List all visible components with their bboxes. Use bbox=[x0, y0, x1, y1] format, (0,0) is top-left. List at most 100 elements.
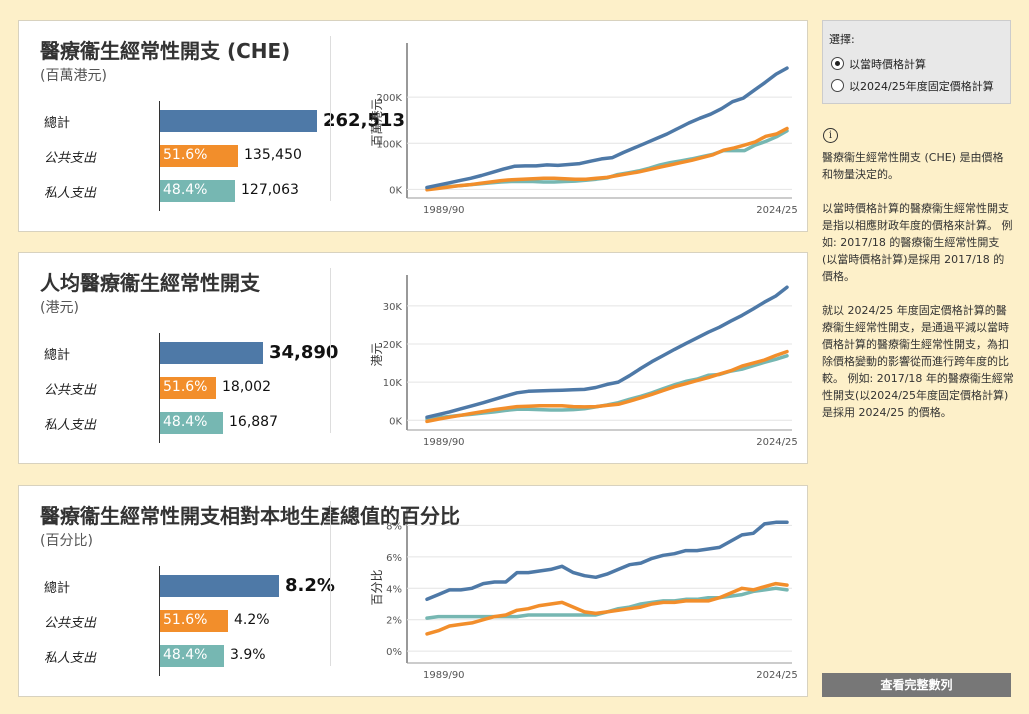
bar-row-public: 公共支出 51.6% 4.2% bbox=[39, 610, 339, 632]
panel-title: 醫療衞生經常性開支相對本地生產總值的百分比 bbox=[40, 504, 460, 528]
bar-row-public: 公共支出 51.6% 18,002 bbox=[39, 377, 339, 399]
divider bbox=[330, 36, 331, 201]
y-tick-label: 8% bbox=[386, 521, 402, 532]
info-icon: i bbox=[823, 128, 838, 143]
radio-selected-icon[interactable] bbox=[831, 57, 844, 70]
public-bar bbox=[160, 610, 228, 632]
y-tick-label: 6% bbox=[386, 553, 402, 564]
explanation-notes: 醫療衞生經常性開支 (CHE) 是由價格和物量決定的。 以當時價格計算的醫療衞生… bbox=[822, 149, 1014, 438]
public-value: 135,450 bbox=[244, 147, 302, 163]
total-value: 34,890 bbox=[269, 342, 339, 363]
private-value: 3.9% bbox=[230, 647, 266, 663]
private-percent: 48.4% bbox=[163, 647, 208, 663]
private-percent: 48.4% bbox=[163, 182, 208, 198]
y-tick-label: 100K bbox=[376, 139, 402, 150]
bar-axis-line bbox=[159, 566, 160, 676]
x-tick-last: 2024/25 bbox=[756, 670, 797, 681]
public-label: 公共支出 bbox=[44, 383, 97, 398]
series-line-public bbox=[425, 349, 789, 424]
y-tick-label: 4% bbox=[386, 584, 402, 595]
selector-label: 選擇: bbox=[829, 33, 855, 46]
y-tick-label: 10K bbox=[383, 378, 403, 389]
view-full-series-button[interactable]: 查看完整數列 bbox=[822, 673, 1011, 697]
x-tick-first: 1989/90 bbox=[423, 437, 465, 448]
private-value: 16,887 bbox=[229, 414, 278, 430]
series-line-public bbox=[425, 126, 789, 192]
line-chart: 0K 10K 20K 30K 港元 1989/90 2024/25 bbox=[370, 275, 797, 448]
total-label: 總計 bbox=[44, 116, 71, 131]
y-tick-label: 0K bbox=[389, 416, 402, 427]
summary-bars: 總計 34,890 公共支出 51.6% 18,002 私人支出 48.4% 16,887 bbox=[39, 333, 339, 443]
line-chart: 0% 2% 4% 6% 8% 百分比 1989/90 2024/25 bbox=[370, 508, 797, 681]
total-value: 262,513 bbox=[323, 110, 405, 131]
series-line-total bbox=[425, 520, 789, 602]
total-label: 總計 bbox=[44, 348, 71, 363]
public-percent: 51.6% bbox=[163, 147, 208, 163]
private-percent: 48.4% bbox=[163, 414, 208, 430]
note-paragraph-3: 就以 2024/25 年度固定價格計算的醫療衞生經常性開支，是通過平減以當時價格… bbox=[822, 304, 1014, 419]
bar-axis-line bbox=[159, 333, 160, 443]
total-bar bbox=[160, 110, 317, 132]
bar-row-total: 總計 8.2% bbox=[39, 575, 339, 597]
x-tick-last: 2024/25 bbox=[756, 205, 797, 216]
y-tick-label: 0% bbox=[386, 647, 402, 658]
y-tick-label: 20K bbox=[383, 340, 403, 351]
y-axis-title: 港元 bbox=[370, 342, 384, 366]
y-axis-title: 百分比 bbox=[370, 569, 384, 605]
divider bbox=[330, 268, 331, 433]
note-paragraph-2: 以當時價格計算的醫療衞生經常性開支是指以相應財政年度的價格來計算。 例如: 20… bbox=[822, 202, 1013, 283]
private-bar bbox=[160, 645, 224, 667]
public-bar bbox=[160, 377, 216, 399]
y-tick-label: 0K bbox=[389, 185, 402, 196]
panel-title: 人均醫療衞生經常性開支 bbox=[40, 271, 260, 295]
bar-row-private: 私人支出 48.4% 127,063 bbox=[39, 180, 339, 202]
series-line-private bbox=[425, 354, 789, 421]
private-value: 127,063 bbox=[241, 182, 299, 198]
panel-unit: (港元) bbox=[40, 300, 79, 316]
option-constant-prices[interactable]: 以2024/25年度固定價格計算 bbox=[831, 78, 994, 94]
series-line-total bbox=[425, 66, 789, 190]
y-axis-title: 百萬港元 bbox=[370, 98, 384, 146]
public-bar bbox=[160, 145, 238, 167]
panel-2: 人均醫療衞生經常性開支 (港元) 總計 34,890 公共支出 51.6% 18,002 私人… bbox=[18, 252, 808, 464]
total-value: 8.2% bbox=[285, 575, 335, 596]
public-value: 18,002 bbox=[222, 379, 271, 395]
total-label: 總計 bbox=[44, 581, 71, 596]
public-value: 4.2% bbox=[234, 612, 270, 628]
public-label: 公共支出 bbox=[44, 151, 97, 166]
panel-unit: (百萬港元) bbox=[40, 68, 107, 84]
bar-row-total: 總計 34,890 bbox=[39, 342, 339, 364]
divider bbox=[330, 501, 331, 666]
bar-row-private: 私人支出 48.4% 3.9% bbox=[39, 645, 339, 667]
series-line-total bbox=[425, 285, 789, 419]
note-paragraph-1: 醫療衞生經常性開支 (CHE) 是由價格和物量決定的。 bbox=[822, 151, 1004, 181]
x-tick-last: 2024/25 bbox=[756, 437, 797, 448]
total-bar bbox=[160, 342, 263, 364]
summary-bars: 總計 262,513 公共支出 51.6% 135,450 私人支出 48.4% 127,06… bbox=[39, 101, 405, 211]
private-bar bbox=[160, 180, 235, 202]
public-percent: 51.6% bbox=[163, 612, 208, 628]
price-basis-selector: 選擇: 以當時價格計算 以2024/25年度固定價格計算 bbox=[822, 20, 1011, 104]
y-tick-label: 2% bbox=[386, 616, 402, 627]
private-label: 私人支出 bbox=[44, 651, 97, 666]
bar-axis-line bbox=[159, 101, 160, 211]
private-label: 私人支出 bbox=[44, 418, 97, 433]
y-tick-label: 30K bbox=[383, 302, 403, 313]
x-tick-first: 1989/90 bbox=[423, 205, 465, 216]
total-bar bbox=[160, 575, 279, 597]
private-label: 私人支出 bbox=[44, 186, 97, 201]
option-constant-prices-label: 以2024/25年度固定價格計算 bbox=[849, 80, 994, 93]
series-line-public bbox=[425, 581, 789, 636]
bar-row-total: 總計 262,513 bbox=[39, 110, 405, 132]
y-tick-label: 200K bbox=[376, 93, 402, 104]
option-current-prices[interactable]: 以當時價格計算 bbox=[831, 56, 926, 72]
summary-bars: 總計 8.2% 公共支出 51.6% 4.2% 私人支出 48.4% 3.9% bbox=[39, 566, 339, 676]
panel-unit: (百分比) bbox=[40, 533, 93, 549]
panel-3: 醫療衞生經常性開支相對本地生產總值的百分比 (百分比) 總計 8.2% 公共支出 51.6… bbox=[18, 485, 808, 697]
option-current-prices-label: 以當時價格計算 bbox=[849, 58, 926, 71]
public-percent: 51.6% bbox=[163, 379, 208, 395]
bar-row-public: 公共支出 51.6% 135,450 bbox=[39, 145, 339, 167]
public-label: 公共支出 bbox=[44, 616, 97, 631]
radio-unselected-icon[interactable] bbox=[831, 79, 844, 92]
